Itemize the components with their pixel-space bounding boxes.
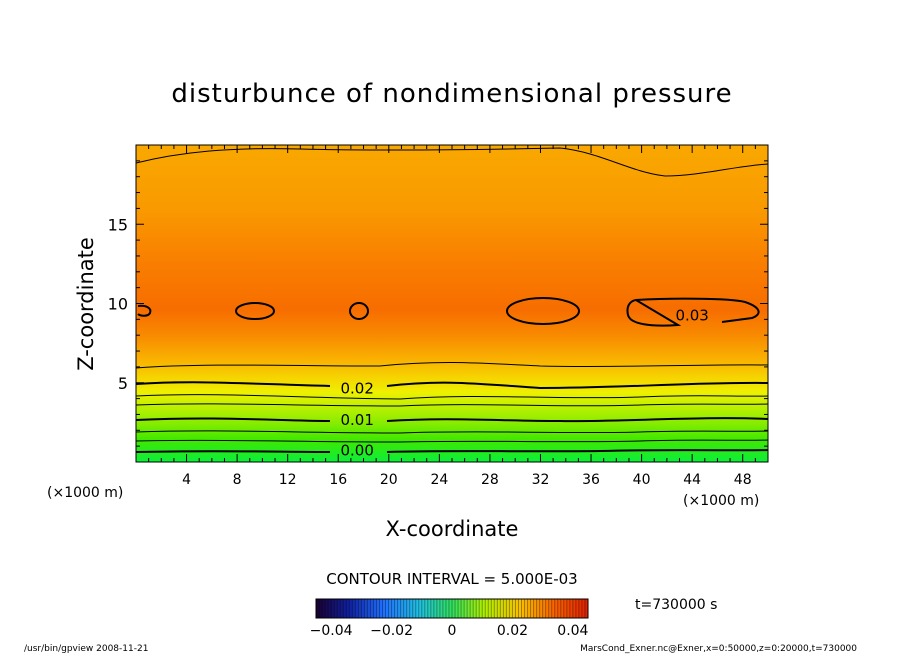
colorbar-tick-label: −0.04: [310, 623, 353, 639]
contour-line: [135, 394, 769, 400]
y-tick-label: 5: [118, 374, 128, 393]
x-tick-label: 36: [582, 472, 600, 488]
x-tick-label: 44: [683, 472, 701, 488]
x-axis-label: X-coordinate: [386, 517, 519, 541]
colorbar-tick-label: 0: [448, 623, 457, 639]
plot-area: 0.030.020.010.00 4 8 12 16 20 24 28 32 36 40 44 48 …: [108, 144, 769, 488]
contour-line: [135, 417, 769, 423]
x-tick-label: 28: [481, 472, 499, 488]
contour-line: [135, 439, 769, 443]
contour-label: 0.02: [340, 380, 373, 398]
y-tick-label: 15: [108, 215, 128, 234]
x-tick-label: 40: [633, 472, 651, 488]
footer-right: MarsCond_Exner.nc@Exner,x=0:50000,z=0:20…: [580, 644, 857, 654]
x-tick-label: 8: [233, 472, 242, 488]
x-tick-label: 4: [182, 472, 191, 488]
contour-label: 0.03: [675, 307, 708, 325]
footer-left: /usr/bin/gpview 2008-11-21: [24, 644, 148, 654]
contour-line: [506, 297, 580, 325]
contour-interval: CONTOUR INTERVAL = 5.000E-03: [326, 570, 577, 588]
time-label: t=730000 s: [635, 597, 717, 613]
contour-line: [135, 381, 769, 390]
y-unit-note: (×1000 m): [47, 485, 123, 501]
contour-line: [349, 302, 369, 320]
x-tick-label: 20: [380, 472, 398, 488]
x-tick-label: 16: [329, 472, 347, 488]
contour-line: [235, 302, 275, 320]
contour-line: [135, 449, 769, 453]
colorbar: [315, 598, 589, 619]
y-tick-label: 10: [108, 295, 128, 314]
contour-line: [135, 430, 769, 434]
contour-line: [135, 147, 769, 177]
contour-line: [137, 304, 152, 317]
contour-line: [626, 297, 760, 327]
contour-field: [136, 145, 768, 462]
x-tick-label: 24: [430, 472, 448, 488]
colorbar-tick-label: 0.02: [497, 623, 528, 639]
x-tick-label: 12: [279, 472, 297, 488]
x-tick-label: 32: [532, 472, 550, 488]
contour-label: 0.01: [340, 411, 373, 429]
colorbar-tick-label: −0.02: [370, 623, 413, 639]
x-unit-note: (×1000 m): [683, 493, 759, 509]
chart-title: disturbunce of nondimensional pressure: [171, 79, 732, 109]
contour-line: [135, 362, 769, 369]
y-axis-label: Z-coordinate: [74, 237, 98, 371]
contour-label: 0.00: [340, 441, 373, 459]
colorbar-tick-label: 0.04: [557, 623, 588, 639]
contour-line: [135, 403, 769, 407]
x-tick-label: 48: [734, 472, 752, 488]
